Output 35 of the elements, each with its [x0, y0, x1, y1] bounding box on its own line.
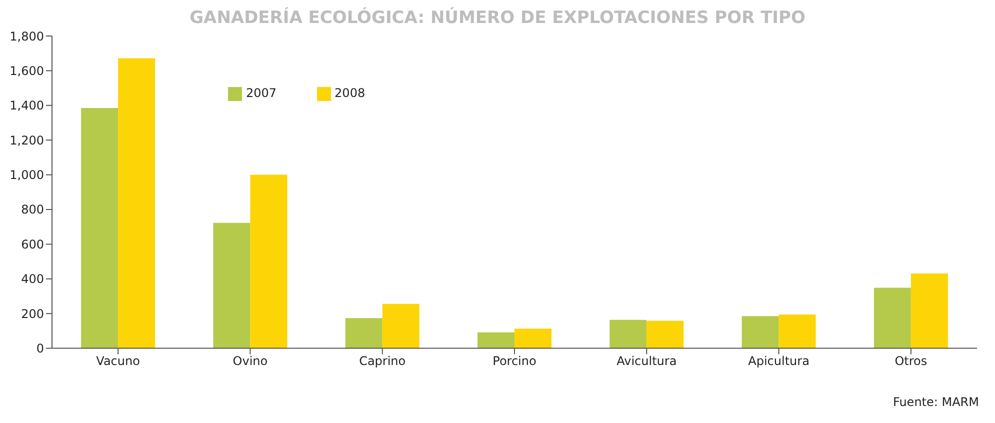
x-tick-label: Avicultura — [616, 354, 677, 368]
y-tick-label: 1,600 — [10, 64, 44, 78]
bar — [478, 332, 514, 348]
bar — [118, 58, 156, 348]
bar — [382, 304, 420, 348]
legend-label: 2007 — [246, 86, 277, 100]
bar — [610, 320, 647, 348]
y-tick-label: 1,000 — [10, 168, 44, 182]
x-tick-label: Vacuno — [96, 354, 140, 368]
bar — [514, 328, 552, 348]
y-tick-label: 1,800 — [10, 29, 44, 44]
x-tick-label: Otros — [894, 354, 928, 368]
bar — [910, 274, 948, 348]
bar — [646, 320, 684, 348]
x-tick-label: Porcino — [492, 354, 536, 368]
x-tick-label: Caprino — [359, 354, 406, 368]
bar — [81, 108, 118, 348]
y-tick-label: 200 — [21, 306, 44, 321]
bar — [213, 222, 250, 348]
chart-title: GANADERÍA ECOLÓGICA: NÚMERO DE EXPLOTACIONES POR TIPO — [188, 8, 806, 28]
y-tick-label: 1,200 — [10, 133, 44, 148]
y-tick-label: 1,400 — [10, 98, 44, 113]
bar — [250, 174, 288, 348]
y-tick-label: 600 — [21, 237, 44, 252]
y-tick-label: 400 — [21, 272, 44, 286]
bar — [778, 314, 816, 348]
y-tick-label: 800 — [21, 202, 44, 217]
y-tick-label: 0 — [36, 342, 44, 356]
bar — [874, 288, 911, 348]
bar — [345, 318, 382, 348]
source-note: Fuente: MARM — [892, 395, 979, 409]
legend-label: 2008 — [334, 86, 366, 100]
x-tick-label: Apicultura — [748, 354, 810, 368]
bar — [742, 316, 779, 348]
x-tick-label: Ovino — [232, 354, 268, 368]
